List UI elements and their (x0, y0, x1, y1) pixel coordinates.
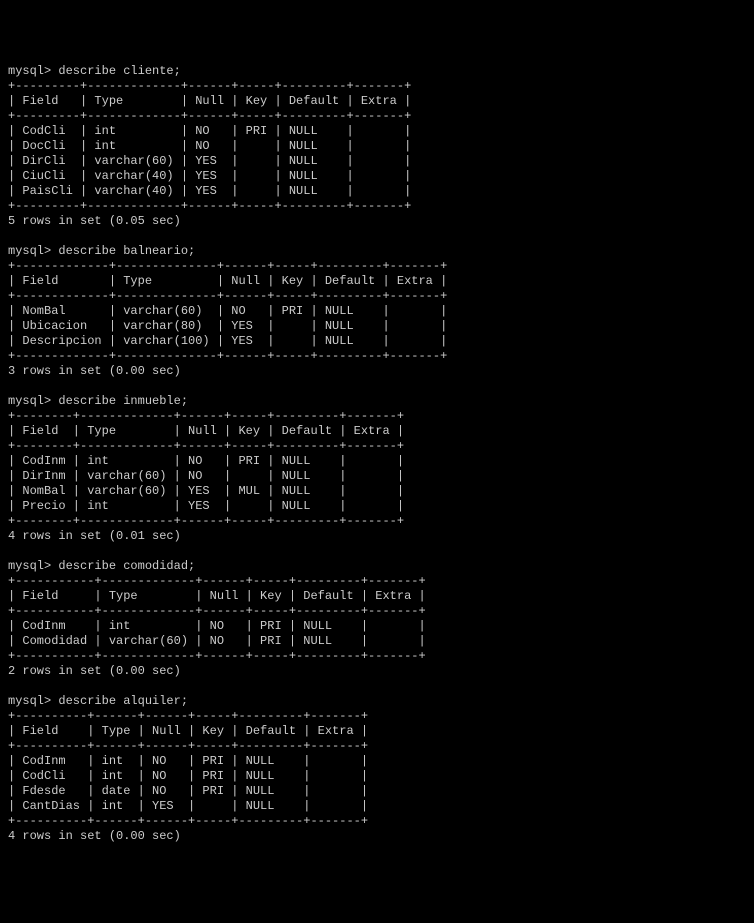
terminal-output: mysql> describe cliente; +---------+----… (8, 64, 746, 844)
